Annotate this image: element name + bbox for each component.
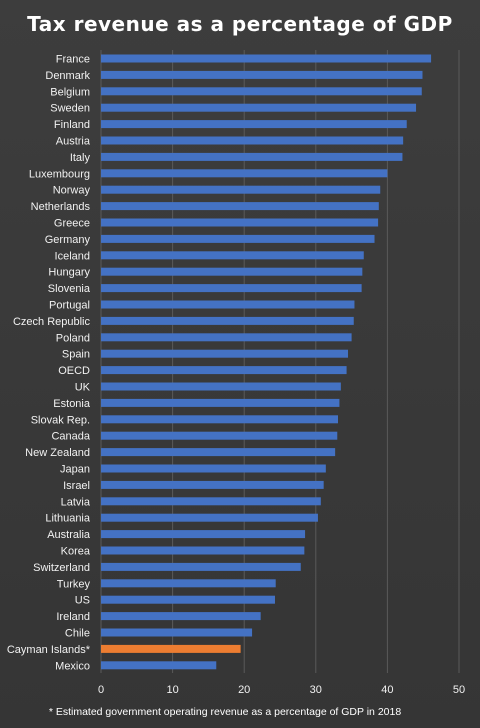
bar-finland	[101, 120, 407, 129]
bar-lithuania	[101, 513, 318, 522]
bar-slovenia	[101, 284, 362, 293]
x-tick-label: 40	[381, 684, 393, 696]
bar-cayman-islands	[101, 644, 241, 653]
bar-turkey	[101, 579, 276, 588]
x-tick-label: 10	[166, 684, 178, 696]
bar-greece	[101, 218, 379, 227]
category-label-japan: Japan	[60, 464, 90, 476]
bar-austria	[101, 136, 404, 145]
category-label-korea: Korea	[61, 546, 91, 558]
bar-ireland	[101, 612, 261, 621]
category-label-mexico: Mexico	[55, 660, 90, 672]
bar-poland	[101, 333, 352, 342]
category-label-portugal: Portugal	[49, 300, 90, 312]
bar-sweden	[101, 103, 417, 112]
bar-czech-republic	[101, 316, 354, 325]
bar-uk	[101, 382, 341, 391]
category-label-estonia: Estonia	[53, 398, 91, 410]
category-label-spain: Spain	[62, 349, 90, 361]
bar-portugal	[101, 300, 355, 309]
bar-iceland	[101, 251, 364, 260]
bar-germany	[101, 234, 375, 243]
bar-belgium	[101, 87, 422, 96]
x-tick-label: 50	[453, 684, 465, 696]
x-tick-label: 20	[238, 684, 250, 696]
category-label-uk: UK	[75, 382, 91, 394]
bar-switzerland	[101, 562, 301, 571]
bar-australia	[101, 530, 306, 539]
category-label-norway: Norway	[53, 185, 91, 197]
bar-norway	[101, 185, 381, 194]
category-label-germany: Germany	[45, 234, 91, 246]
category-label-turkey: Turkey	[57, 578, 91, 590]
bar-korea	[101, 546, 305, 555]
bar-israel	[101, 480, 324, 489]
bar-mexico	[101, 661, 217, 670]
category-label-latvia: Latvia	[61, 496, 91, 508]
bar-luxembourg	[101, 169, 388, 178]
x-tick-label: 0	[98, 684, 104, 696]
category-label-poland: Poland	[56, 332, 90, 344]
category-label-lithuania: Lithuania	[45, 513, 91, 525]
x-axis-ticks: 0 10 20 30 40 50	[98, 684, 465, 696]
category-label-slovenia: Slovenia	[48, 283, 91, 295]
bar-new-zealand	[101, 448, 336, 457]
category-label-cayman-islands: Cayman Islands*	[7, 644, 91, 656]
bar-oecd	[101, 366, 347, 375]
category-label-us: US	[75, 595, 90, 607]
bar-chile	[101, 628, 253, 637]
category-label-finland: Finland	[54, 119, 90, 131]
bar-hungary	[101, 267, 363, 276]
category-label-italy: Italy	[70, 152, 91, 164]
category-label-ireland: Ireland	[56, 611, 90, 623]
bar-japan	[101, 464, 326, 473]
category-label-france: France	[56, 54, 90, 66]
bar-netherlands	[101, 202, 379, 211]
bar-slovak-rep	[101, 415, 338, 424]
bar-estonia	[101, 398, 340, 407]
category-label-denmark: Denmark	[45, 70, 90, 82]
bar-spain	[101, 349, 349, 358]
category-label-sweden: Sweden	[50, 103, 90, 115]
category-label-iceland: Iceland	[55, 250, 90, 262]
bar-latvia	[101, 497, 321, 506]
category-label-canada: Canada	[51, 431, 90, 443]
bar-us	[101, 595, 275, 604]
bar-italy	[101, 152, 403, 161]
category-label-chile: Chile	[65, 628, 90, 640]
chart-title: Tax revenue as a percentage of GDP	[27, 12, 453, 36]
category-label-oecd: OECD	[58, 365, 90, 377]
category-label-slovak-rep: Slovak Rep.	[31, 414, 90, 426]
category-label-greece: Greece	[54, 218, 90, 230]
category-label-israel: Israel	[63, 480, 90, 492]
category-label-austria: Austria	[56, 136, 91, 148]
bar-canada	[101, 431, 338, 440]
x-tick-label: 30	[310, 684, 322, 696]
bar-france	[101, 54, 432, 63]
category-label-australia: Australia	[47, 529, 91, 541]
category-label-hungary: Hungary	[48, 267, 90, 279]
category-labels: France Denmark Belgium Sweden Finland Austria…	[7, 54, 91, 673]
bar-denmark	[101, 70, 423, 79]
footnote: * Estimated government operating revenue…	[49, 706, 402, 718]
bars	[101, 54, 432, 670]
category-label-czech-republic: Czech Republic	[13, 316, 91, 328]
category-label-switzerland: Switzerland	[33, 562, 90, 574]
category-label-netherlands: Netherlands	[31, 201, 91, 213]
category-label-new-zealand: New Zealand	[25, 447, 90, 459]
category-label-belgium: Belgium	[50, 86, 90, 98]
category-label-luxembourg: Luxembourg	[29, 168, 90, 180]
